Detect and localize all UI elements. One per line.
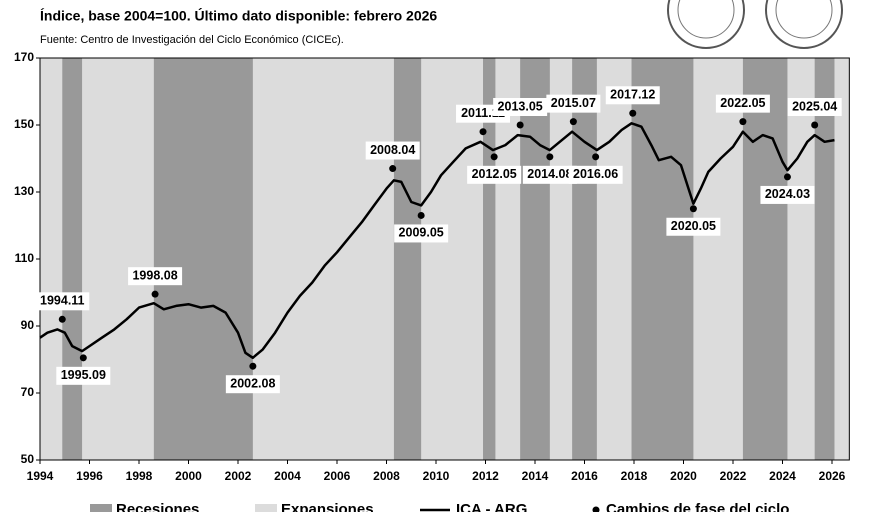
turning-point — [490, 153, 498, 161]
label-box — [35, 292, 90, 311]
y-tick-label: 70 — [21, 385, 35, 399]
label-box — [715, 94, 770, 113]
label-box — [225, 375, 280, 394]
y-tick-label: 130 — [14, 184, 34, 198]
turning-point — [689, 205, 697, 213]
x-tick-label: 2016 — [571, 469, 598, 483]
turning-point — [479, 128, 487, 136]
x-tick-label: 2010 — [423, 469, 450, 483]
recession-band — [742, 58, 788, 460]
label-box — [128, 267, 183, 286]
legend-label: ICA - ARG — [456, 501, 527, 512]
y-tick-label: 170 — [14, 50, 34, 64]
turning-point-label: 2009.05 — [399, 226, 444, 240]
turning-point-label: 2017.12 — [610, 88, 655, 102]
y-tick-label: 150 — [14, 117, 34, 131]
x-tick-label: 2012 — [472, 469, 499, 483]
label-box — [493, 98, 548, 116]
label-box — [365, 141, 420, 160]
legend-label: Expansiones — [281, 501, 374, 512]
turning-point-label: 2020.05 — [671, 219, 716, 233]
chart-source: Fuente: Centro de Investigación del Cicl… — [40, 34, 344, 46]
turning-point — [592, 153, 600, 161]
x-tick-label: 2022 — [720, 469, 747, 483]
x-tick-label: 2024 — [769, 469, 796, 483]
turning-point — [151, 290, 159, 298]
x-tick-label: 2002 — [225, 469, 252, 483]
turning-point — [811, 121, 819, 129]
turning-point-label: 2022.05 — [720, 96, 765, 110]
label-box — [666, 217, 721, 236]
turning-point-label: 2013.05 — [498, 99, 543, 113]
turning-point-label: 2008.04 — [370, 143, 415, 157]
y-tick-label: 90 — [21, 318, 35, 332]
turning-point — [417, 211, 425, 219]
turning-point — [569, 118, 577, 126]
legend-label: Recesiones — [116, 501, 199, 512]
turning-point-label: 2024.03 — [765, 187, 810, 201]
turning-point — [389, 165, 397, 173]
recession-band — [520, 58, 550, 460]
y-tick-label: 110 — [15, 251, 35, 265]
recession-band — [814, 58, 835, 460]
x-tick-label: 1998 — [126, 469, 153, 483]
x-tick-label: 1996 — [76, 469, 103, 483]
turning-point — [516, 121, 524, 129]
x-tick-label: 2000 — [175, 469, 202, 483]
turning-point-label: 2025.04 — [792, 99, 837, 113]
turning-point-label: 2002.08 — [230, 376, 275, 390]
recession-band — [393, 58, 422, 460]
legend-recession-swatch — [90, 504, 112, 512]
x-tick-label: 2006 — [324, 469, 351, 483]
turning-point-label: 2016.06 — [573, 167, 618, 181]
turning-point — [783, 173, 791, 181]
label-box — [56, 366, 111, 385]
label-box — [522, 165, 577, 184]
x-tick-label: 2004 — [274, 469, 301, 483]
label-box — [760, 185, 815, 204]
label-box — [467, 165, 522, 184]
legend-expansion-swatch — [255, 504, 277, 512]
ica-line — [39, 122, 835, 360]
x-tick-label: 2026 — [819, 469, 846, 483]
recession-band — [153, 58, 253, 460]
x-tick-label: 2008 — [373, 469, 400, 483]
legend-dot-swatch — [592, 506, 600, 512]
turning-point-label: 2014.08 — [527, 167, 572, 181]
turning-point — [629, 109, 637, 117]
label-box — [546, 94, 601, 113]
turning-point-label: 2012.05 — [472, 167, 517, 181]
chart-subtitle: Índice, base 2004=100. Último dato dispo… — [40, 7, 437, 24]
recession-band — [572, 58, 597, 460]
legend-label: Cambios de fase del ciclo — [606, 501, 789, 512]
recession-band — [62, 58, 83, 460]
x-tick-label: 1994 — [27, 469, 54, 483]
turning-point — [249, 362, 257, 370]
turning-point — [58, 315, 66, 323]
label-box — [568, 165, 623, 184]
label-box — [787, 98, 842, 116]
turning-point-label: 1995.09 — [61, 368, 106, 382]
label-box — [605, 86, 660, 105]
x-tick-label: 2014 — [522, 469, 549, 483]
logos — [667, 0, 843, 49]
turning-point — [79, 354, 87, 362]
x-tick-label: 2018 — [621, 469, 648, 483]
label-box — [394, 224, 449, 243]
x-tick-label: 2020 — [670, 469, 697, 483]
turning-point-label: 2015.07 — [551, 96, 596, 110]
turning-point-label: 1998.08 — [132, 268, 177, 282]
recession-band — [631, 58, 694, 460]
turning-point — [546, 153, 554, 161]
turning-point — [739, 118, 747, 126]
turning-point-label: 1994.11 — [40, 294, 85, 308]
y-tick-label: 50 — [21, 452, 35, 466]
